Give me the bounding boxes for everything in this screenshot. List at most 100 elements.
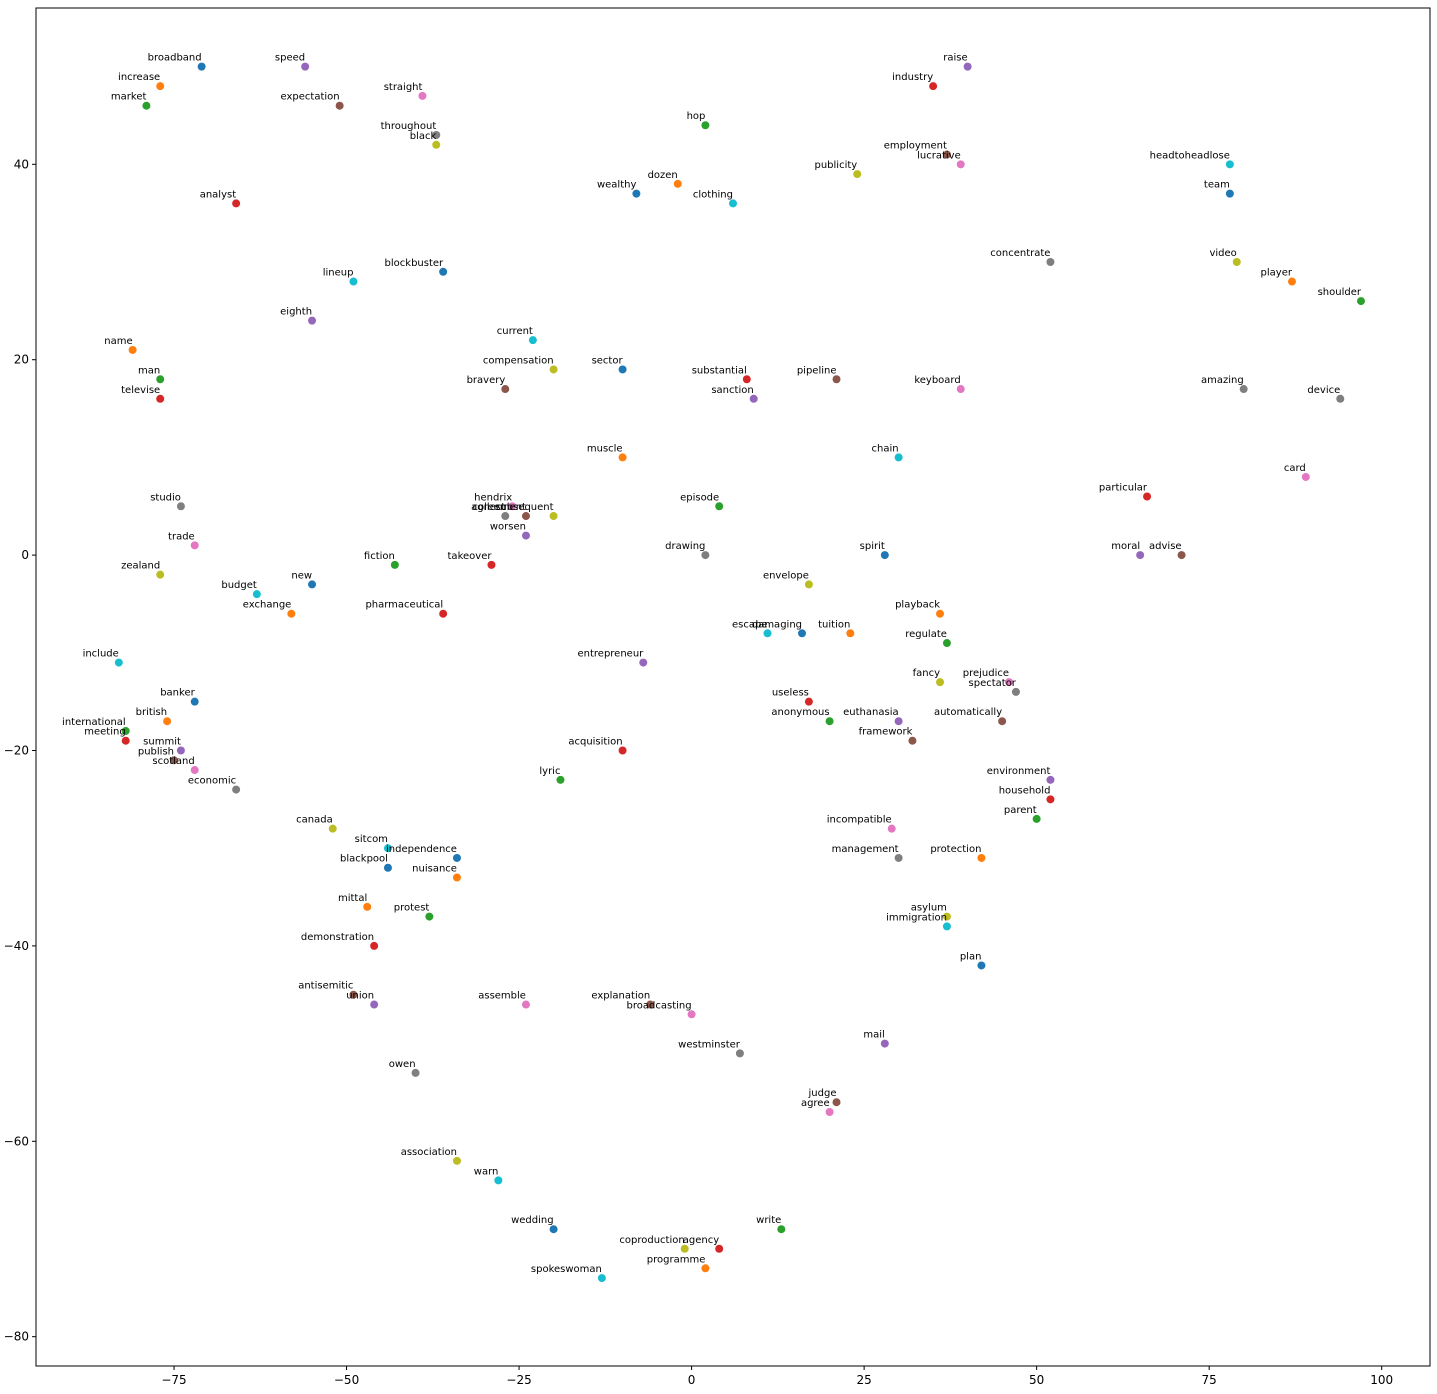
scatter-point [197,62,206,71]
point-label: card [1284,463,1306,474]
scatter-point [894,717,903,726]
plot-frame [35,7,1431,1367]
scatter-point [846,629,855,638]
point-label: industry [892,72,933,83]
scatter-point [798,629,807,638]
point-label: environment [987,766,1051,777]
scatter-point [156,394,165,403]
point-label: independence [386,844,457,855]
point-label: escape [732,619,768,630]
scatter-point [1032,814,1041,823]
point-label: throughout [381,121,437,132]
point-label: economic [188,776,236,787]
scatter-point [777,1225,786,1234]
y-tick-label: 20 [14,353,29,367]
point-label: advise [1149,541,1182,552]
point-label: broadcasting [627,1000,692,1011]
scatter-point [942,922,951,931]
scatter-point [252,590,261,599]
point-label: employment [884,141,947,152]
point-label: immigration [886,912,947,923]
point-label: black [410,131,437,142]
scatter-point [190,766,199,775]
scatter-point [908,736,917,745]
point-label: international [62,717,126,728]
point-label: household [999,785,1051,796]
scatter-point [729,199,737,208]
scatter-point [232,785,241,794]
point-label: keyboard [914,375,960,386]
scatter-point [156,375,165,384]
scatter-point [942,912,951,921]
point-label: headtoheadlose [1150,150,1230,161]
point-label: summit [143,737,181,748]
point-label: pipeline [797,365,837,376]
point-label: regulate [905,629,947,640]
scatter-point [128,345,137,354]
point-label: muscle [587,443,623,454]
scatter-point [418,91,427,100]
point-label: plan [960,951,982,962]
point-label: zealand [121,561,160,572]
point-label: chain [872,443,899,454]
point-label: canada [296,815,333,826]
point-label: explanation [591,991,650,1002]
point-label: clothing [693,189,733,200]
scatter-point [763,629,772,638]
point-label: assemble [478,991,526,1002]
x-tick-label: 50 [1029,1373,1044,1387]
point-label: particular [1099,482,1148,493]
scatter-point [287,609,296,618]
point-label: agency [683,1235,719,1246]
y-tick-label: −40 [4,939,29,953]
point-label: man [138,365,160,376]
point-label: nuisance [412,864,457,875]
point-label: antisemitic [298,981,353,992]
point-label: pharmaceutical [365,600,443,611]
point-label: blackpool [340,854,388,865]
point-label: programme [647,1254,706,1265]
point-label: current [497,326,533,337]
scatter-point [176,502,185,511]
x-tick-label: 0 [688,1373,696,1387]
point-label: framework [859,727,913,738]
scatter-point [887,824,896,833]
scatter-point [977,961,986,970]
scatter-point [977,853,986,862]
point-label: lineup [323,268,354,279]
point-label: shoulder [1318,287,1362,298]
scatter-point [936,609,945,618]
point-label: asylum [911,903,947,914]
point-label: judge [808,1088,837,1099]
scatter-point [1011,687,1020,696]
scatter-point [114,658,123,667]
point-label: analyst [200,189,237,200]
x-tick-label: 75 [1202,1373,1217,1387]
scatter-point [163,717,172,726]
scatter-point [425,912,434,921]
scatter-point [832,375,841,384]
scatter-point [963,62,972,71]
scatter-point [749,394,758,403]
x-tick-label: −25 [506,1373,531,1387]
scatter-point [673,179,682,188]
point-label: concentrate [990,248,1050,259]
scatter-point [597,1274,606,1283]
point-label: video [1209,248,1236,259]
scatter-point [549,512,558,521]
scatter-point [853,170,862,179]
scatter-point [680,1244,689,1253]
x-tick-label: 25 [856,1373,871,1387]
scatter-point [1177,551,1186,560]
point-label: lyric [539,766,560,777]
scatter-point [521,1000,530,1009]
point-label: demonstration [301,932,374,943]
point-label: entrepreneur [577,649,644,660]
point-label: market [111,92,147,103]
point-label: expectation [281,92,340,103]
y-tick-label: −20 [4,744,29,758]
point-label: exchange [243,600,292,611]
y-tick-label: −60 [4,1134,29,1148]
point-label: substantial [692,365,747,376]
point-label: speed [275,53,305,64]
